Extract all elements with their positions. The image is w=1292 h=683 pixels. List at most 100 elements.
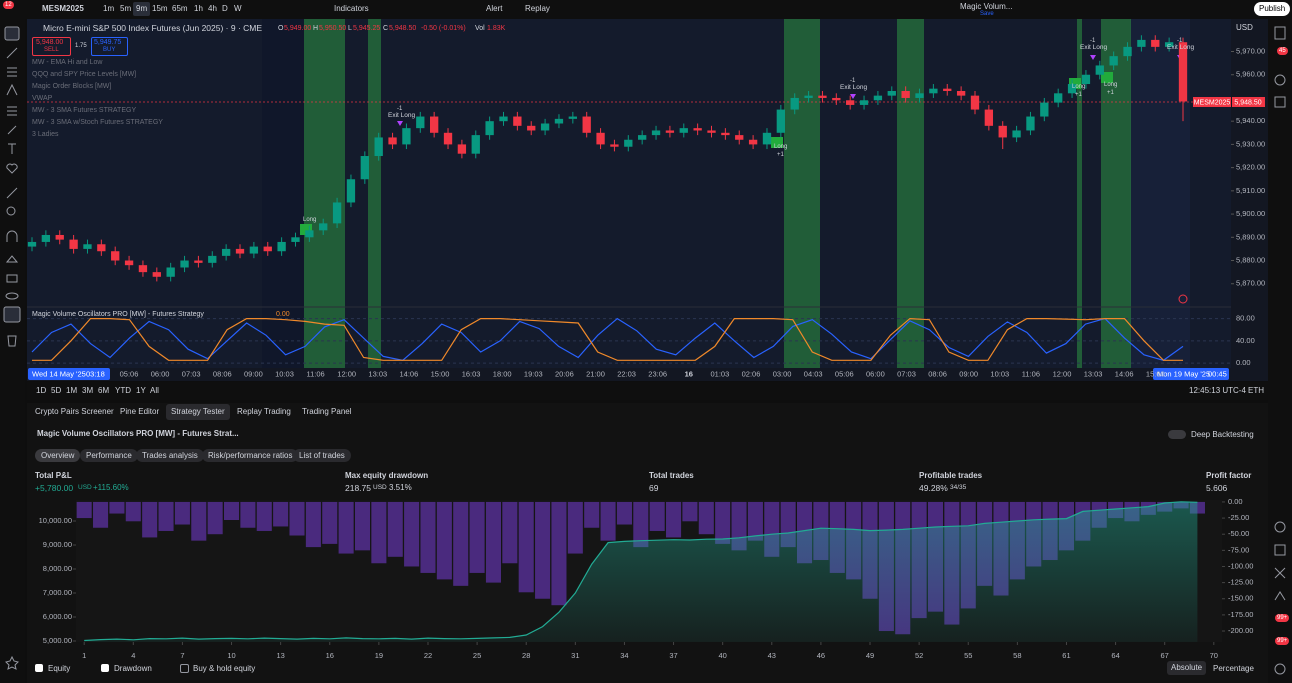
drawdown-bar	[747, 501, 763, 541]
brush-tool[interactable]	[7, 125, 17, 135]
explore-icon[interactable]	[1274, 521, 1286, 533]
indicator-legend[interactable]: MW - EMA Hi and Low	[32, 59, 103, 66]
forecast-tool[interactable]	[7, 106, 17, 116]
range-button[interactable]: YTD	[115, 386, 131, 395]
subtab[interactable]: List of trades	[293, 449, 351, 462]
range-button[interactable]: 3M	[82, 386, 94, 395]
range-button[interactable]: 1D	[36, 386, 47, 395]
panel-tab[interactable]: Trading Panel	[302, 407, 352, 416]
y2-tick-label: -100.00	[1228, 561, 1253, 570]
indicator-legend[interactable]: MW - 3 SMA w/Stoch Futures STRATEGY	[32, 119, 163, 126]
favorite-tool[interactable]	[6, 163, 18, 174]
subtab[interactable]: Trades analysis	[136, 449, 204, 462]
interval-button[interactable]: 15m	[152, 4, 168, 13]
notification-badge[interactable]: 12	[3, 1, 14, 9]
alerts-icon[interactable]	[1274, 74, 1286, 86]
lock-tool[interactable]	[6, 274, 18, 283]
ohlc-label: H	[313, 25, 319, 32]
buy-button[interactable]	[91, 37, 128, 56]
drawdown-checkbox[interactable]	[101, 664, 109, 672]
panel-tab[interactable]: Pine Editor	[120, 407, 160, 416]
range-button[interactable]: 1M	[66, 386, 78, 395]
indicator-legend[interactable]: MW - 3 SMA Futures STRATEGY	[32, 107, 137, 114]
watchlist-star[interactable]	[5, 655, 19, 670]
candle-body	[721, 132, 730, 136]
help-icon[interactable]	[1274, 663, 1286, 675]
network-icon[interactable]	[1274, 567, 1286, 579]
session-toggle[interactable]: ETH	[1248, 386, 1264, 395]
top-toolbar	[0, 0, 1292, 19]
subtab[interactable]: Performance	[80, 449, 138, 462]
panel-tab[interactable]: Crypto Pairs Screener	[35, 407, 114, 416]
symbol-search[interactable]: MESM2025	[42, 4, 84, 13]
indicators-button[interactable]: Indicators	[334, 4, 369, 13]
hide-tool[interactable]	[5, 292, 19, 300]
buy-hold-checkbox[interactable]	[180, 664, 189, 673]
range-button[interactable]: 1Y	[136, 386, 146, 395]
absolute-button[interactable]: Absolute	[1167, 661, 1207, 675]
interval-button[interactable]: 4h	[208, 4, 217, 13]
publish-button[interactable]: Publish	[1254, 2, 1291, 16]
text-tool[interactable]	[8, 143, 16, 154]
magnet-tool[interactable]	[6, 230, 18, 242]
indicator-legend[interactable]: Magic Order Blocks [MW]	[32, 83, 112, 90]
interval-button[interactable]: 65m	[172, 4, 188, 13]
ideas-icon[interactable]	[1274, 591, 1286, 601]
y-tick-label: 5,000.00	[43, 636, 72, 645]
drawdown-bar	[387, 501, 403, 557]
pattern-tool[interactable]	[6, 83, 18, 96]
interval-button[interactable]: 1m	[103, 4, 115, 13]
x-tick-label: 4	[131, 651, 135, 660]
trendline-tool[interactable]	[6, 47, 18, 59]
ohlc-value: 5,950.50	[319, 25, 347, 32]
oscillator-title[interactable]: Magic Volume Oscillators PRO [MW] - Futu…	[32, 311, 204, 318]
watchlist-icon[interactable]	[1274, 26, 1286, 40]
buy-label: BUY	[103, 47, 116, 53]
clock: 12:45:13 UTC-4	[1189, 386, 1246, 395]
percentage-button[interactable]: Percentage	[1213, 664, 1254, 673]
candle-body	[41, 234, 51, 242]
link-tool[interactable]	[3, 306, 21, 323]
ruler-tool[interactable]	[6, 187, 18, 199]
interval-button[interactable]: 5m	[120, 4, 132, 13]
range-button[interactable]: All	[150, 386, 159, 395]
fib-tool[interactable]	[7, 67, 17, 77]
drawdown-bar	[174, 501, 190, 525]
ohlc-label: L	[348, 25, 352, 32]
buy-hold-toggle-label: Buy & hold equity	[193, 664, 256, 673]
interval-button[interactable]: W	[234, 4, 242, 13]
cursor-tool[interactable]	[4, 26, 20, 41]
chat-icon[interactable]	[1274, 96, 1286, 108]
interval-button[interactable]: D	[222, 4, 228, 13]
replay-button[interactable]: Replay	[525, 4, 550, 13]
candle-body	[291, 237, 300, 242]
deep-backtesting-toggle[interactable]	[1168, 430, 1186, 439]
subtab[interactable]: Risk/performance ratios	[202, 449, 299, 462]
indicator-legend[interactable]: 3 Ladies	[32, 131, 59, 138]
draw-mode-tool[interactable]	[5, 255, 19, 263]
indicator-legend[interactable]: VWAP	[32, 95, 53, 102]
zoom-tool[interactable]	[6, 206, 16, 216]
currency-selector[interactable]: USD	[1236, 23, 1253, 32]
indicator-legend[interactable]: QQQ and SPY Price Levels [MW]	[32, 71, 137, 78]
signal-count: +1	[777, 152, 784, 158]
panel-tab[interactable]: Replay Trading	[237, 407, 291, 416]
range-button[interactable]: 6M	[98, 386, 110, 395]
delete-tool[interactable]	[7, 335, 17, 347]
price-tag-bg	[1232, 97, 1265, 107]
subtab-active[interactable]: Overview	[35, 449, 81, 462]
range-button[interactable]: 5D	[51, 386, 62, 395]
equity-checkbox[interactable]	[35, 664, 43, 672]
calendar-icon[interactable]	[1274, 544, 1286, 556]
sell-button[interactable]	[32, 37, 71, 56]
interval-button[interactable]: 1h	[194, 4, 203, 13]
signal-label: Long	[774, 144, 788, 150]
drawdown-bar	[584, 501, 600, 528]
panel-tab-active[interactable]: Strategy Tester	[166, 404, 230, 420]
y-tick-label: 80.00	[1236, 314, 1255, 323]
interval-button-active[interactable]: 9m	[133, 2, 151, 16]
layout-name[interactable]: Magic Volum...	[960, 2, 1013, 11]
alert-button[interactable]: Alert	[486, 4, 503, 13]
strategy-selector[interactable]: Magic Volume Oscillators PRO [MW] - Futu…	[37, 429, 239, 438]
